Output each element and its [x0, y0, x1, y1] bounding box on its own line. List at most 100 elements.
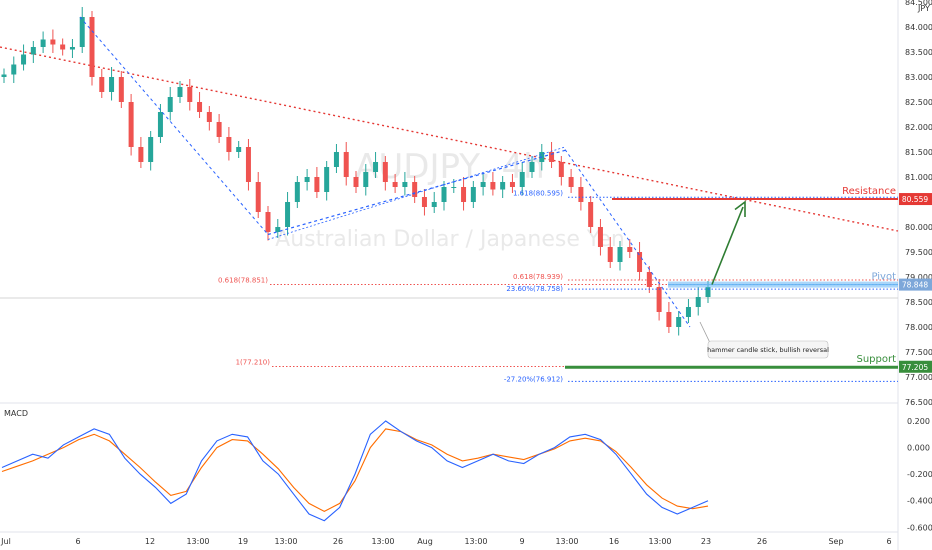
candle-body [157, 112, 163, 137]
fib-1-label: 1(77.210) [236, 359, 271, 367]
price-tick-label: 76.500 [905, 398, 932, 407]
time-tick-label: 19 [238, 537, 248, 546]
resistance-price-tag [899, 193, 932, 206]
time-tick-label: 23 [701, 537, 711, 546]
macd-tick-label: -0.400 [907, 497, 932, 506]
candle-body [441, 187, 447, 202]
candle-body [1, 74, 7, 77]
candle-body [343, 152, 349, 177]
price-tick-label: 80.000 [905, 223, 932, 232]
price-tick-label: 82.000 [905, 123, 932, 132]
time-tick-label: 13:00 [274, 537, 297, 546]
annotation-text: hammer candle stick, bullish reversal [707, 346, 829, 354]
candle-body [685, 307, 691, 317]
support-line [565, 365, 898, 369]
resistance-title: Resistance [842, 186, 896, 197]
time-tick-label: Jul [0, 537, 11, 546]
time-tick-label: 13:00 [464, 537, 487, 546]
candle-body [597, 227, 603, 247]
price-tick-label: 78.500 [905, 298, 932, 307]
candle-body [392, 182, 398, 187]
candle-body [461, 187, 467, 202]
candle-body [30, 47, 36, 55]
time-tick-label: 26 [757, 537, 767, 546]
macd-tick-label: -0.200 [907, 470, 932, 479]
candle-body [60, 44, 66, 50]
zigzag-line [79, 16, 269, 235]
candle-body [705, 287, 711, 297]
candle-body [148, 137, 154, 162]
zigzag-line [267, 148, 569, 236]
candle-body [236, 147, 242, 152]
candle-body [637, 252, 643, 272]
candle-body [255, 182, 261, 212]
price-tick-label: 84.500 [905, 0, 932, 7]
candle-body [529, 162, 535, 172]
price-tick-label: 77.000 [905, 373, 932, 382]
candle-body [167, 97, 173, 112]
fib-236-label: 23.60%(78.758) [506, 285, 563, 293]
candle-body [382, 162, 388, 182]
price-tick-label: 81.000 [905, 173, 932, 182]
descending-trendline [0, 46, 899, 232]
candle-body [519, 172, 525, 187]
time-tick-label: 13:00 [186, 537, 209, 546]
price-tick-label: 83.500 [905, 48, 932, 57]
candle-body [588, 202, 594, 227]
candle-body [89, 17, 95, 77]
candle-body [509, 182, 515, 187]
fib-1618-label: 1.618(80.595) [513, 189, 563, 197]
pivot-title: Pivot [871, 272, 896, 283]
candle-body [402, 182, 408, 187]
support-price-label: 77.205 [902, 363, 928, 372]
fib-0618-left-label: 0.618(78.851) [218, 276, 268, 284]
candle-body [69, 47, 75, 50]
candle-body [177, 87, 183, 97]
candle-body [666, 312, 672, 327]
time-tick-label: 13:00 [555, 537, 578, 546]
price-tick-label: 82.500 [905, 98, 932, 107]
candle-body [500, 182, 506, 190]
candle-body [79, 17, 85, 47]
candle-body [265, 212, 271, 232]
macd-line [1, 420, 709, 522]
time-tick-label: 13:00 [371, 537, 394, 546]
candle-body [568, 177, 574, 187]
fib-neg272-label: -27.20%(76.912) [504, 375, 563, 383]
candle-body [285, 202, 291, 227]
time-tick-label: Sep [828, 537, 843, 546]
candle-body [109, 77, 115, 92]
fib-0618-right-label: 0.618(78.939) [513, 273, 563, 281]
candle-body [363, 172, 369, 187]
candle-body [421, 197, 427, 207]
zigzag-line [564, 149, 691, 328]
bullish-arrow-shaft [711, 206, 744, 285]
time-tick-label: 9 [519, 537, 524, 546]
price-tick-label: 77.500 [905, 348, 932, 357]
time-tick-label: 13:00 [648, 537, 671, 546]
price-tick-label: 79.000 [905, 273, 932, 282]
candle-body [607, 247, 613, 262]
annotation-box [707, 340, 829, 359]
resistance-price-label: 80.559 [902, 195, 928, 204]
time-tick-label: 16 [609, 537, 619, 546]
candle-body [99, 77, 105, 92]
macd-tick-label: 0.200 [907, 417, 930, 426]
pivot-price-label: 78.848 [902, 281, 928, 290]
macd-title: MACD [4, 409, 28, 418]
candle-body [128, 102, 134, 147]
candle-body [617, 247, 623, 262]
bullish-arrow-head [734, 200, 746, 217]
macd-tick-label: -0.600 [907, 523, 932, 532]
time-tick-label: Aug [417, 537, 433, 546]
support-price-tag [899, 360, 932, 373]
price-tick-label: 81.500 [905, 148, 932, 157]
candle-body [558, 162, 564, 177]
candle-body [470, 187, 476, 202]
candle-body [549, 152, 555, 162]
candle-body [138, 147, 144, 162]
candle-body [314, 177, 320, 192]
candle-body [118, 77, 124, 102]
